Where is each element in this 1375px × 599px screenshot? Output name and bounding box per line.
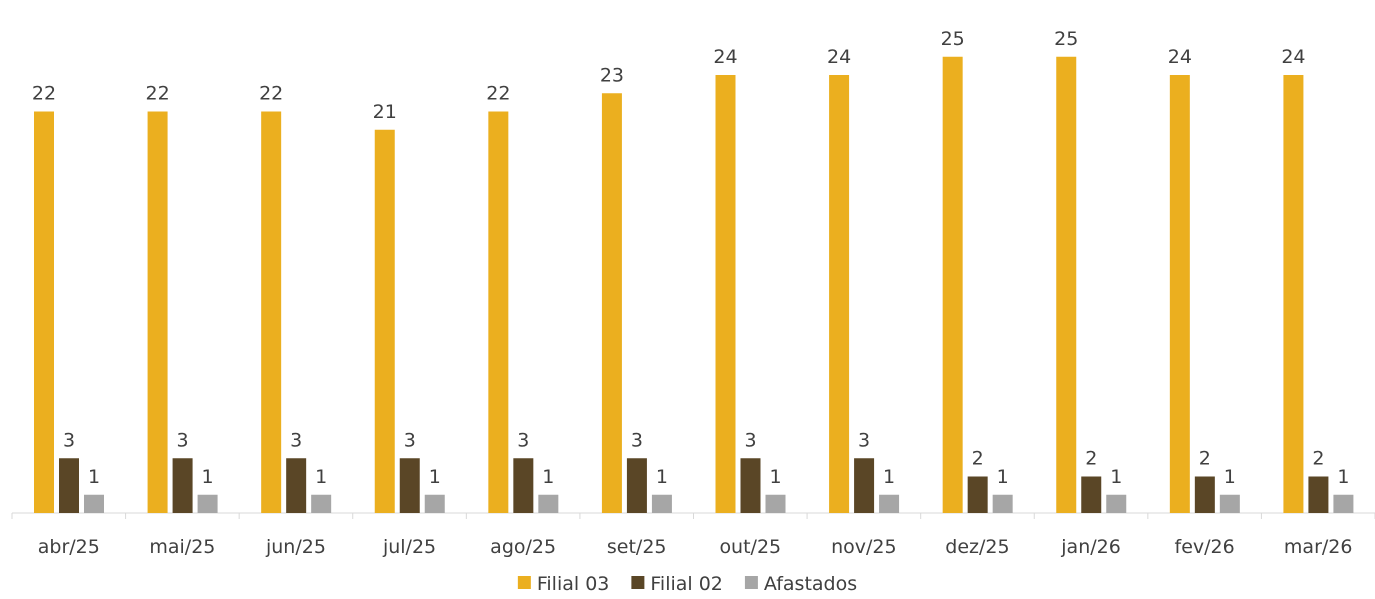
bar-filial-03 bbox=[1283, 75, 1304, 513]
bar-filial-03 bbox=[1169, 75, 1190, 513]
data-label: 24 bbox=[827, 46, 851, 68]
data-label: 1 bbox=[429, 466, 441, 488]
data-label: 23 bbox=[600, 64, 624, 86]
data-label: 3 bbox=[290, 429, 302, 451]
bar-filial-03 bbox=[34, 111, 54, 513]
data-label: 1 bbox=[1224, 466, 1236, 488]
data-label: 25 bbox=[1054, 28, 1078, 50]
bar-afastados bbox=[84, 494, 104, 513]
legend-swatch bbox=[631, 576, 645, 589]
data-label: 1 bbox=[769, 466, 781, 488]
data-label: 2 bbox=[1085, 448, 1097, 470]
data-label: 21 bbox=[373, 101, 397, 123]
bar-filial-02 bbox=[1194, 476, 1215, 513]
bar-filial-02 bbox=[740, 458, 761, 513]
data-label: 3 bbox=[744, 429, 756, 451]
bar-filial-03 bbox=[829, 75, 850, 513]
bar-filial-02 bbox=[854, 458, 875, 513]
legend-swatch bbox=[517, 576, 531, 589]
bars bbox=[34, 56, 1354, 513]
bar-filial-03 bbox=[147, 111, 168, 513]
bar-filial-03 bbox=[1056, 56, 1077, 513]
data-label: 22 bbox=[259, 83, 283, 105]
bar-filial-02 bbox=[59, 458, 79, 513]
data-label: 1 bbox=[202, 466, 214, 488]
x-tick-label: jun/25 bbox=[265, 536, 326, 558]
bar-afastados bbox=[879, 494, 900, 513]
bar-filial-02 bbox=[286, 458, 307, 513]
bar-filial-03 bbox=[942, 56, 963, 513]
bar-afastados bbox=[197, 494, 218, 513]
legend: Filial 03 Filial 02 Afastados bbox=[517, 573, 857, 595]
data-label: 24 bbox=[1281, 46, 1305, 68]
data-label: 22 bbox=[145, 83, 169, 105]
x-tick-label: fev/26 bbox=[1175, 536, 1235, 558]
x-tick-label: mar/26 bbox=[1284, 536, 1353, 558]
data-label: 1 bbox=[1110, 466, 1122, 488]
bar-filial-03 bbox=[374, 129, 395, 513]
bar-filial-03 bbox=[601, 93, 622, 513]
data-labels: 2231223122312131223123312431243125212521… bbox=[32, 28, 1350, 488]
data-label: 25 bbox=[941, 28, 965, 50]
bar-afastados bbox=[1219, 494, 1240, 513]
data-label: 24 bbox=[1168, 46, 1192, 68]
data-label: 1 bbox=[883, 466, 895, 488]
x-tick-label: ago/25 bbox=[490, 536, 556, 558]
bar-afastados bbox=[311, 494, 332, 513]
bar-filial-02 bbox=[1081, 476, 1102, 513]
bar-filial-03 bbox=[715, 75, 736, 513]
bar-filial-02 bbox=[172, 458, 193, 513]
data-label: 2 bbox=[1199, 448, 1211, 470]
bar-filial-02 bbox=[513, 458, 534, 513]
x-tick-label: jan/26 bbox=[1060, 536, 1121, 558]
data-label: 2 bbox=[972, 448, 984, 470]
x-tick-label: set/25 bbox=[607, 536, 667, 558]
legend-label: Filial 02 bbox=[650, 573, 723, 595]
bar-afastados bbox=[1106, 494, 1127, 513]
bar-filial-03 bbox=[488, 111, 509, 513]
x-tick-label: abr/25 bbox=[38, 536, 100, 558]
bar-filial-02 bbox=[967, 476, 988, 513]
legend-label: Filial 03 bbox=[537, 573, 610, 595]
data-label: 3 bbox=[63, 429, 75, 451]
data-label: 3 bbox=[631, 429, 643, 451]
bar-afastados bbox=[538, 494, 559, 513]
data-label: 3 bbox=[177, 429, 189, 451]
data-label: 1 bbox=[315, 466, 327, 488]
data-label: 2 bbox=[1312, 448, 1324, 470]
data-label: 1 bbox=[542, 466, 554, 488]
bar-afastados bbox=[424, 494, 445, 513]
bar-filial-03 bbox=[261, 111, 282, 513]
data-label: 3 bbox=[517, 429, 529, 451]
data-label: 22 bbox=[32, 83, 56, 105]
bar-afastados bbox=[992, 494, 1013, 513]
data-label: 1 bbox=[1337, 466, 1349, 488]
x-tick-label: mai/25 bbox=[149, 536, 215, 558]
x-axis: abr/25 mai/25 jun/25 jul/25 ago/25 set/25 out/… bbox=[11, 512, 1375, 558]
legend-swatch bbox=[744, 576, 758, 589]
data-label: 22 bbox=[486, 83, 510, 105]
x-tick-label: dez/25 bbox=[945, 536, 1009, 558]
bar-afastados bbox=[765, 494, 786, 513]
bar-filial-02 bbox=[1308, 476, 1329, 513]
bar-afastados bbox=[1333, 494, 1354, 513]
bar-filial-02 bbox=[626, 458, 647, 513]
x-tick-label: out/25 bbox=[719, 536, 781, 558]
data-label: 1 bbox=[997, 466, 1009, 488]
data-label: 1 bbox=[656, 466, 668, 488]
x-tick-label: jul/25 bbox=[382, 536, 436, 558]
data-label: 24 bbox=[713, 46, 737, 68]
data-label: 1 bbox=[88, 466, 100, 488]
legend-label: Afastados bbox=[764, 573, 857, 595]
bar-afastados bbox=[651, 494, 672, 513]
bar-filial-02 bbox=[399, 458, 420, 513]
data-label: 3 bbox=[858, 429, 870, 451]
x-tick-label: nov/25 bbox=[831, 536, 897, 558]
data-label: 3 bbox=[404, 429, 416, 451]
